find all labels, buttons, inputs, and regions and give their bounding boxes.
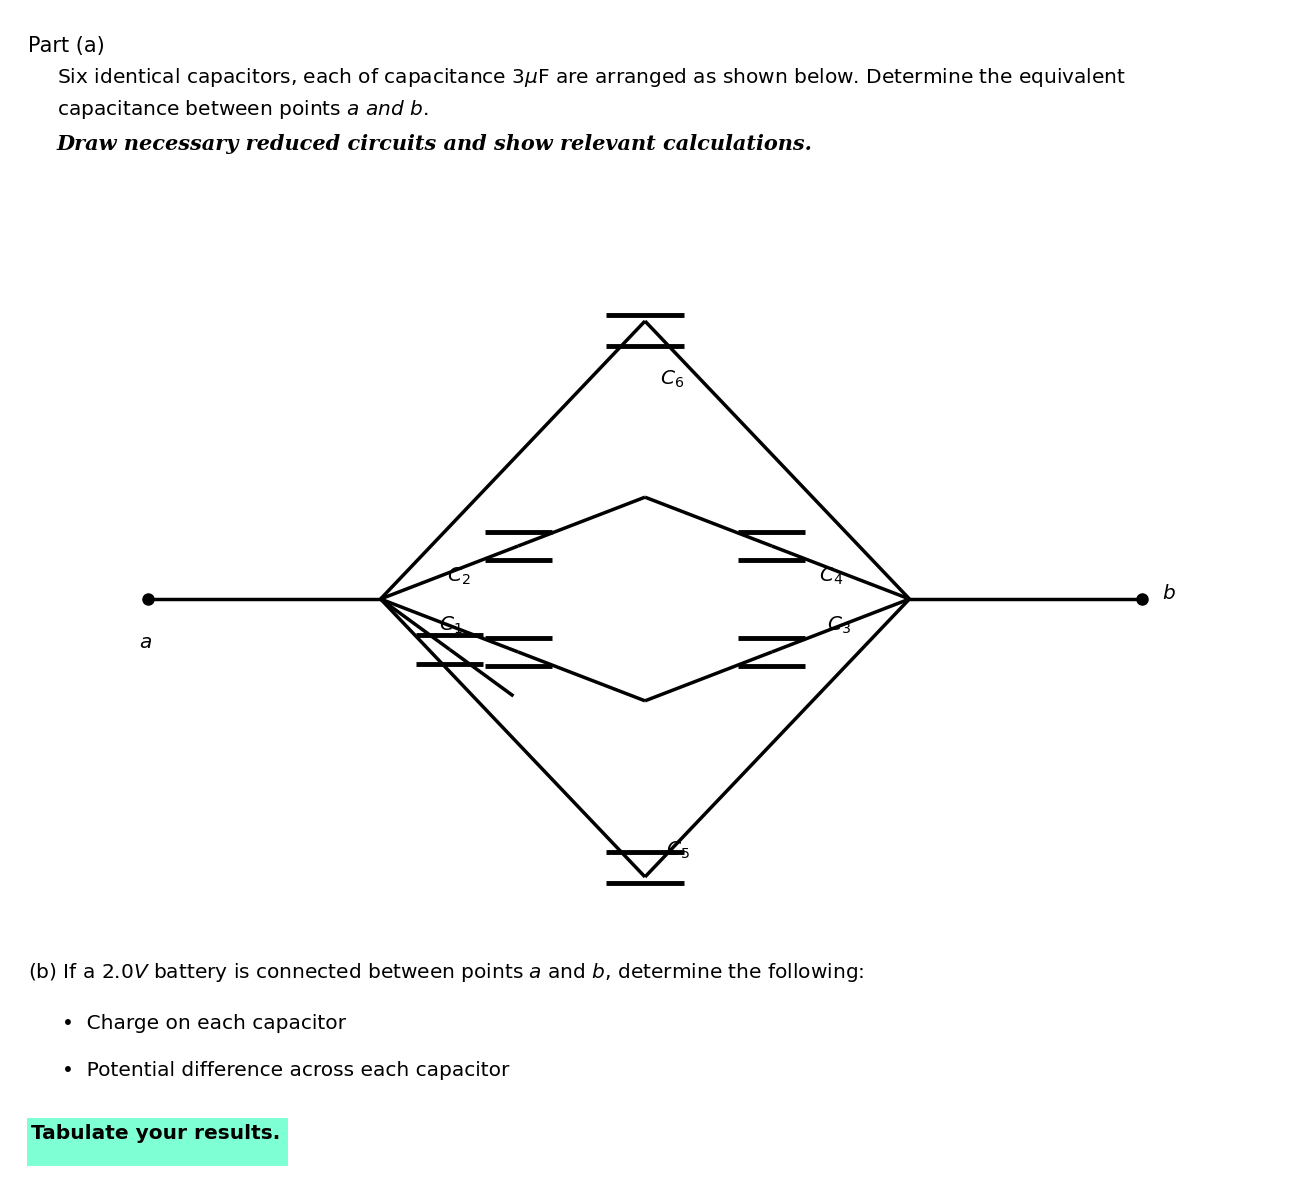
Text: capacitance between points $\mathit{a}$ $\mathit{and}$ $\mathit{b}$.: capacitance between points $\mathit{a}$ … — [57, 98, 428, 121]
Text: $C_5$: $C_5$ — [666, 840, 689, 861]
Text: $C_6$: $C_6$ — [660, 369, 685, 391]
Text: Tabulate your results.: Tabulate your results. — [31, 1124, 280, 1143]
Text: Six identical capacitors, each of capacitance 3$\mu$F are arranged as shown belo: Six identical capacitors, each of capaci… — [57, 66, 1126, 89]
Text: $C_4$: $C_4$ — [819, 567, 844, 587]
FancyBboxPatch shape — [27, 1118, 288, 1166]
Text: •  Potential difference across each capacitor: • Potential difference across each capac… — [62, 1061, 510, 1081]
Text: $C_2$: $C_2$ — [446, 567, 471, 587]
Text: Part (a): Part (a) — [28, 36, 104, 56]
Text: Draw necessary reduced circuits and show relevant calculations.: Draw necessary reduced circuits and show… — [57, 134, 813, 155]
Text: $C_1$: $C_1$ — [439, 615, 463, 635]
Text: •  Charge on each capacitor: • Charge on each capacitor — [62, 1014, 346, 1033]
Text: $a$: $a$ — [139, 633, 152, 652]
Text: (b) If a 2.0$\mathit{V}$ battery is connected between points $\mathit{a}$ and $\: (b) If a 2.0$\mathit{V}$ battery is conn… — [28, 961, 864, 984]
Text: $C_3$: $C_3$ — [827, 615, 851, 635]
Text: $b$: $b$ — [1162, 583, 1176, 603]
